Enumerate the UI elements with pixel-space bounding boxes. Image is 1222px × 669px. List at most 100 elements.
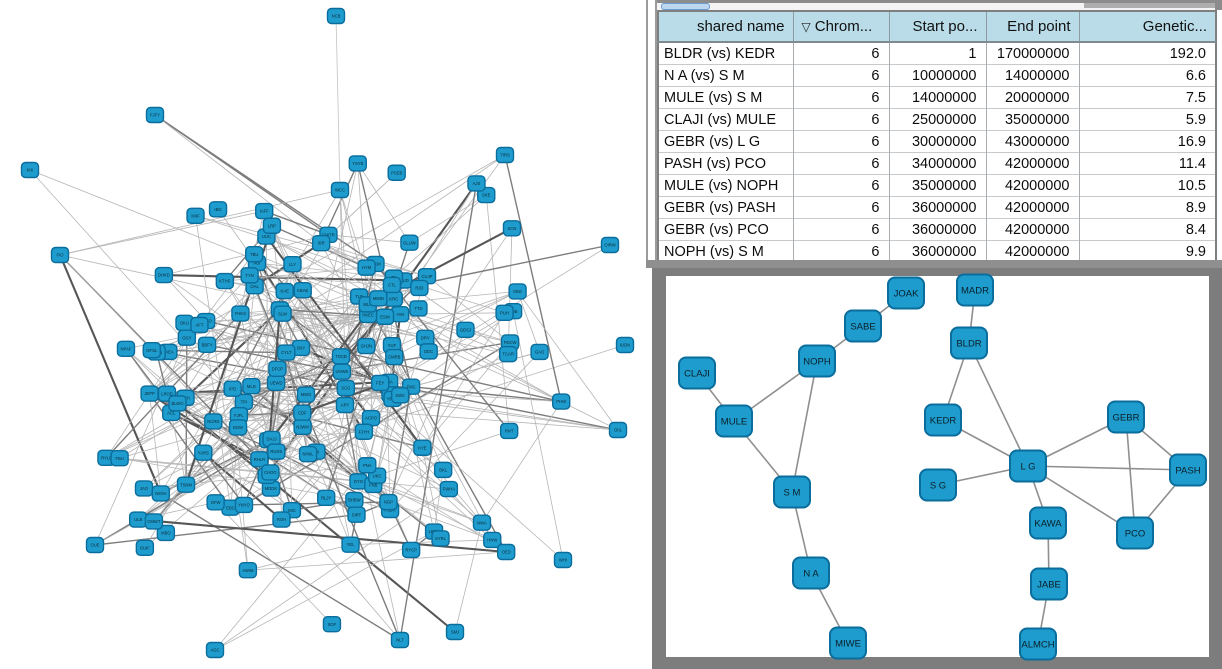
node-shape[interactable] [369, 290, 388, 307]
network-edge[interactable] [206, 344, 390, 383]
table-top-scrollbar[interactable] [652, 0, 1222, 10]
node-shape[interactable] [190, 316, 209, 334]
node-shape[interactable] [336, 379, 356, 397]
network-node[interactable]: FIO [50, 246, 70, 264]
node-shape[interactable] [144, 513, 164, 530]
network-node[interactable]: WCC [330, 181, 350, 199]
network-edge[interactable] [215, 502, 333, 625]
network-node-MIWE[interactable]: MIWE [829, 626, 867, 660]
table-cell[interactable]: 10000000 [888, 64, 986, 87]
network-edge[interactable] [149, 393, 162, 494]
network-edge[interactable] [214, 465, 368, 651]
node-shape[interactable] [433, 461, 453, 479]
network-node[interactable]: EDW [228, 419, 248, 436]
network-node[interactable]: OIRW [600, 236, 620, 254]
network-edge[interactable] [202, 451, 283, 521]
node-shape[interactable] [1009, 449, 1047, 483]
node-shape[interactable] [357, 337, 376, 355]
network-edge[interactable] [195, 215, 428, 277]
table-cell[interactable]: 6 [792, 86, 889, 109]
table-cell[interactable]: 14000000 [888, 86, 986, 109]
node-shape[interactable] [445, 623, 465, 641]
table-cell[interactable]: 25000000 [888, 108, 986, 131]
network-edge[interactable] [367, 464, 507, 553]
network-node[interactable]: GAO [530, 343, 549, 361]
network-node-GEBR[interactable]: GEBR [1107, 400, 1145, 434]
network-node[interactable]: OGY [177, 329, 197, 346]
network-edge[interactable] [263, 210, 329, 236]
network-node[interactable]: KNF [186, 207, 205, 224]
table-row[interactable]: PASH (vs) PCO 6 34000000 42000000 11.4 [657, 152, 1216, 175]
table-cell[interactable]: BLDR (vs) KEDR [657, 41, 793, 65]
node-shape[interactable] [298, 445, 318, 463]
node-shape[interactable] [798, 344, 836, 378]
network-edge[interactable] [149, 393, 619, 431]
network-edge-NOPH-S M[interactable] [791, 360, 818, 493]
network-edge[interactable] [149, 263, 376, 394]
node-shape[interactable] [1107, 400, 1145, 434]
node-shape[interactable] [151, 485, 171, 502]
network-node[interactable]: TBU [245, 245, 264, 263]
network-edge[interactable] [106, 457, 359, 482]
network-node[interactable]: FJFY [145, 106, 165, 124]
node-shape[interactable] [228, 419, 248, 436]
node-shape[interactable] [615, 336, 635, 354]
network-node[interactable]: CTL [382, 276, 402, 294]
node-shape[interactable] [400, 234, 419, 251]
network-node-BLDR[interactable]: BLDR [950, 326, 988, 360]
network-edge[interactable] [160, 492, 401, 641]
node-shape[interactable] [496, 543, 516, 561]
network-edge[interactable] [138, 518, 507, 554]
network-edge[interactable] [185, 438, 272, 486]
table-cell[interactable]: PASH (vs) PCO [657, 152, 793, 175]
network-node[interactable]: YARS [194, 444, 213, 461]
network-node[interactable]: APY [335, 396, 355, 414]
node-shape[interactable] [409, 300, 428, 317]
table-cell[interactable]: 6 [792, 174, 889, 197]
network-edge[interactable] [205, 275, 250, 322]
network-node[interactable]: ESW [375, 308, 395, 325]
network-edge-L G-PASH[interactable] [1027, 465, 1189, 471]
node-shape[interactable] [268, 360, 287, 377]
node-shape[interactable] [608, 421, 628, 439]
network-node[interactable]: MIMN [369, 290, 388, 307]
table-cell[interactable]: 36000000 [888, 196, 986, 219]
node-shape[interactable] [950, 326, 988, 360]
network-node[interactable]: MLD [242, 378, 261, 395]
network-node[interactable]: UEWD [266, 374, 286, 392]
network-node[interactable]: CMWT [144, 513, 164, 530]
node-shape[interactable] [419, 343, 438, 360]
table-cell[interactable]: MULE (vs) S M [657, 86, 793, 109]
column-header-3[interactable]: End point [985, 11, 1079, 43]
node-shape[interactable] [194, 444, 213, 461]
network-node[interactable]: FBU [110, 449, 129, 467]
network-edge[interactable] [154, 114, 376, 265]
network-edge-BLDR-L G[interactable] [968, 342, 1029, 467]
network-edge[interactable] [149, 393, 355, 501]
network-node[interactable]: UHWE [332, 363, 352, 380]
table-cell[interactable]: 7.5 [1078, 86, 1216, 109]
table-cell[interactable]: 42000000 [985, 152, 1079, 175]
node-shape[interactable] [495, 146, 515, 164]
network-node[interactable]: FEY [371, 374, 390, 392]
network-node[interactable]: LLY [283, 256, 302, 273]
table-cell[interactable]: 10.5 [1078, 174, 1216, 197]
network-edge[interactable] [163, 274, 207, 322]
network-node[interactable]: PNA [358, 457, 377, 474]
network-node[interactable]: HYM [357, 259, 376, 276]
network-node[interactable]: RJD [410, 279, 429, 297]
node-shape[interactable] [1169, 453, 1207, 487]
network-node[interactable]: RUDS [267, 443, 286, 460]
network-node-N A[interactable]: N A [792, 556, 830, 590]
network-edge[interactable] [410, 386, 493, 541]
network-edge[interactable] [340, 356, 423, 449]
network-node[interactable]: TYN [240, 267, 259, 284]
network-node[interactable]: DHKD [154, 266, 174, 284]
scrollbar-thumb[interactable] [661, 3, 710, 10]
node-shape[interactable] [382, 276, 402, 294]
node-shape[interactable] [316, 489, 336, 506]
network-node[interactable]: JEPP [140, 385, 159, 402]
node-shape[interactable] [600, 236, 620, 254]
network-edge[interactable] [344, 404, 360, 482]
network-node[interactable]: DFCP [268, 360, 287, 377]
